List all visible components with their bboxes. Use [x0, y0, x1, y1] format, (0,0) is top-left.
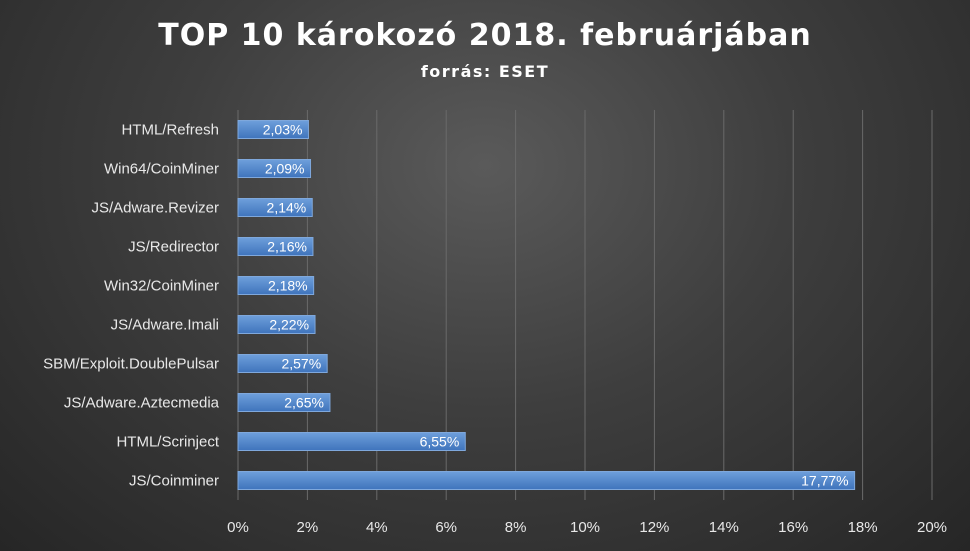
x-tick-label: 10%	[570, 519, 600, 536]
bar	[237, 120, 309, 139]
category-label: JS/Redirector	[128, 239, 219, 256]
category-label: Win64/CoinMiner	[104, 161, 219, 178]
bar	[237, 315, 316, 334]
bar	[237, 198, 313, 217]
x-tick-label: 2%	[297, 519, 319, 536]
x-tick-label: 16%	[778, 519, 808, 536]
bar	[237, 432, 466, 451]
bar	[237, 237, 314, 256]
category-label: JS/Adware.Revizer	[91, 200, 219, 217]
bar	[237, 354, 328, 373]
data-label: 2,22%	[269, 317, 309, 333]
data-label: 2,18%	[268, 278, 308, 294]
category-label: JS/Adware.Imali	[111, 317, 219, 334]
data-labels: 2,03% 2,09% 2,14% 2,16% 2,18% 2,22% 2,57% 2,65%…	[263, 122, 849, 489]
bar	[237, 276, 315, 295]
data-label: 2,65%	[284, 395, 324, 411]
x-tick-label: 12%	[639, 519, 669, 536]
x-tick-label: 18%	[848, 519, 878, 536]
bars	[237, 120, 856, 490]
x-axis-tick-labels: 0% 2% 4% 6% 8% 10% 12% 14% 16% 18% 20%	[227, 519, 947, 536]
bar	[237, 159, 312, 178]
x-tick-label: 8%	[505, 519, 527, 536]
x-tick-label: 0%	[227, 519, 249, 536]
data-label: 6,55%	[420, 434, 460, 450]
category-label: JS/Coinminer	[129, 473, 219, 490]
data-label: 2,03%	[263, 122, 303, 138]
category-label: SBM/Exploit.DoublePulsar	[43, 356, 219, 373]
x-tick-label: 14%	[709, 519, 739, 536]
data-label: 2,14%	[267, 200, 307, 216]
category-label: HTML/Scrinject	[116, 434, 219, 451]
data-label: 2,16%	[267, 239, 307, 255]
category-labels: HTML/Refresh Win64/CoinMiner JS/Adware.Rev…	[43, 122, 220, 490]
data-label: 2,09%	[265, 161, 305, 177]
x-tick-label: 4%	[366, 519, 388, 536]
category-label: Win32/CoinMiner	[104, 278, 219, 295]
category-label: JS/Adware.Aztecmedia	[64, 395, 220, 412]
chart-title: TOP 10 károkozó 2018. februárjában	[158, 18, 812, 53]
bar	[237, 393, 331, 412]
x-tick-label: 20%	[917, 519, 947, 536]
x-tick-label: 6%	[435, 519, 457, 536]
category-label: HTML/Refresh	[121, 122, 219, 139]
bar	[237, 471, 856, 490]
data-label: 17,77%	[801, 473, 848, 489]
data-label: 2,57%	[281, 356, 321, 372]
chart-subtitle: forrás: ESET	[420, 62, 550, 81]
